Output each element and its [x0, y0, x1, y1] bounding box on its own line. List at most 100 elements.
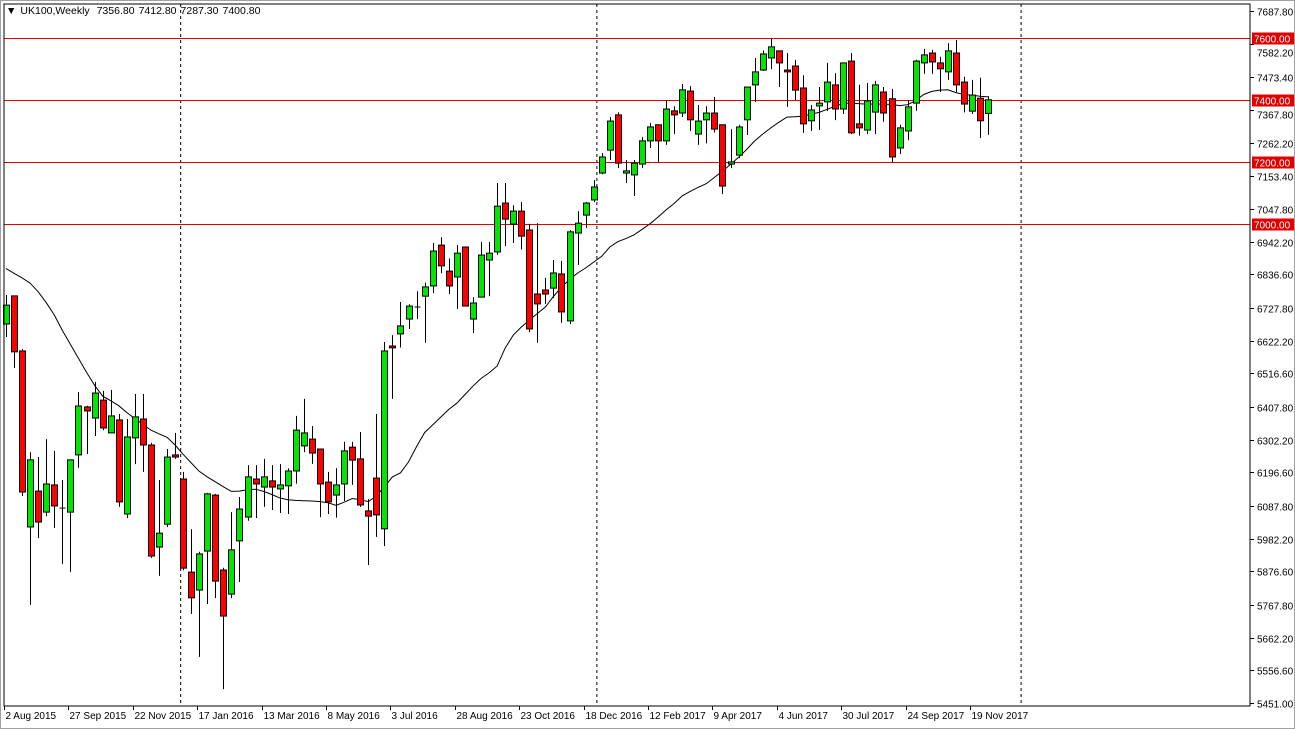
- candle[interactable]: [373, 414, 380, 537]
- candle[interactable]: [647, 122, 654, 148]
- candle[interactable]: [856, 84, 863, 136]
- candle[interactable]: [100, 390, 107, 431]
- candle[interactable]: [156, 479, 163, 576]
- candle[interactable]: [550, 259, 557, 299]
- candle[interactable]: [470, 297, 477, 333]
- candle[interactable]: [518, 202, 525, 250]
- candle[interactable]: [236, 496, 243, 583]
- candle[interactable]: [526, 223, 533, 333]
- candle[interactable]: [228, 512, 235, 599]
- candle[interactable]: [357, 431, 364, 507]
- candle[interactable]: [84, 405, 91, 454]
- candle[interactable]: [760, 50, 767, 71]
- candle[interactable]: [389, 335, 396, 399]
- candle[interactable]: [172, 432, 179, 459]
- candle[interactable]: [961, 76, 968, 113]
- candle[interactable]: [325, 471, 332, 514]
- candle[interactable]: [985, 96, 992, 135]
- candle[interactable]: [51, 450, 58, 528]
- candle[interactable]: [728, 129, 735, 169]
- candle[interactable]: [615, 112, 622, 169]
- candle[interactable]: [67, 459, 74, 573]
- candle[interactable]: [800, 75, 807, 133]
- candle[interactable]: [558, 260, 565, 323]
- candle[interactable]: [711, 96, 718, 133]
- candle[interactable]: [11, 295, 18, 368]
- candle[interactable]: [333, 468, 340, 518]
- candle[interactable]: [293, 415, 300, 484]
- candle[interactable]: [703, 106, 710, 144]
- candle[interactable]: [478, 242, 485, 298]
- candle[interactable]: [583, 202, 590, 229]
- candle[interactable]: [719, 124, 726, 195]
- candle[interactable]: [567, 229, 574, 325]
- candle[interactable]: [277, 464, 284, 514]
- candle[interactable]: [864, 83, 871, 135]
- candle[interactable]: [945, 43, 952, 80]
- candle[interactable]: [623, 160, 630, 183]
- candle[interactable]: [446, 258, 453, 295]
- candle[interactable]: [663, 100, 670, 145]
- candle[interactable]: [631, 160, 638, 196]
- candle[interactable]: [454, 245, 461, 309]
- candle[interactable]: [824, 62, 831, 111]
- candle[interactable]: [575, 211, 582, 265]
- candle[interactable]: [736, 124, 743, 159]
- candle[interactable]: [776, 50, 783, 88]
- candle[interactable]: [269, 465, 276, 510]
- candle[interactable]: [261, 458, 268, 507]
- candle[interactable]: [148, 442, 155, 558]
- candle[interactable]: [108, 389, 115, 434]
- candle[interactable]: [341, 441, 348, 501]
- candle[interactable]: [124, 418, 131, 518]
- candle[interactable]: [116, 414, 123, 507]
- candle[interactable]: [591, 180, 598, 203]
- candle[interactable]: [880, 87, 887, 122]
- candle[interactable]: [462, 246, 469, 307]
- candle[interactable]: [671, 106, 678, 135]
- candle[interactable]: [92, 381, 99, 437]
- candle[interactable]: [285, 468, 292, 514]
- candle[interactable]: [921, 48, 928, 74]
- candle[interactable]: [639, 137, 646, 169]
- candle[interactable]: [905, 100, 912, 141]
- candle[interactable]: [43, 439, 50, 517]
- candle[interactable]: [534, 223, 541, 343]
- candle[interactable]: [180, 471, 187, 571]
- candle[interactable]: [752, 57, 759, 102]
- candle[interactable]: [35, 457, 42, 539]
- candle[interactable]: [309, 426, 316, 464]
- candle[interactable]: [430, 242, 437, 294]
- candle[interactable]: [494, 182, 501, 255]
- candle[interactable]: [220, 567, 227, 690]
- candle[interactable]: [132, 393, 139, 465]
- candle[interactable]: [59, 479, 66, 565]
- candle[interactable]: [929, 49, 936, 74]
- candle[interactable]: [768, 37, 775, 70]
- candle[interactable]: [75, 392, 82, 468]
- candle[interactable]: [406, 304, 413, 329]
- candle[interactable]: [607, 117, 614, 161]
- candle[interactable]: [438, 237, 445, 274]
- candle[interactable]: [502, 182, 509, 247]
- candle[interactable]: [953, 40, 960, 92]
- candle[interactable]: [695, 104, 702, 145]
- candle[interactable]: [381, 341, 388, 547]
- candle[interactable]: [808, 104, 815, 131]
- candle[interactable]: [977, 77, 984, 139]
- candle[interactable]: [937, 56, 944, 92]
- candle[interactable]: [897, 124, 904, 154]
- candle[interactable]: [204, 492, 211, 605]
- candle[interactable]: [969, 79, 976, 114]
- candle[interactable]: [848, 53, 855, 135]
- candle[interactable]: [397, 302, 404, 348]
- candle[interactable]: [792, 59, 799, 101]
- candle[interactable]: [913, 59, 920, 111]
- candle[interactable]: [19, 349, 26, 497]
- candle[interactable]: [816, 87, 823, 131]
- candle[interactable]: [655, 124, 662, 164]
- candle[interactable]: [317, 448, 324, 518]
- triangle-down-icon[interactable]: ▼: [6, 5, 17, 17]
- candle[interactable]: [486, 242, 493, 297]
